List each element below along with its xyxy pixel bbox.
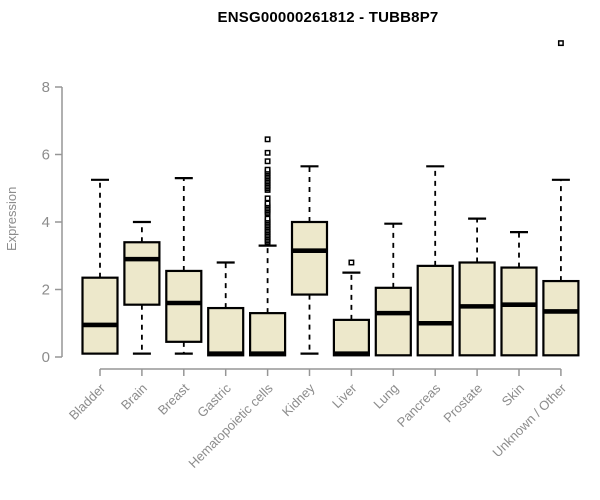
y-tick-label: 0 (42, 349, 50, 366)
x-category-label-lung: Lung (370, 381, 401, 412)
boxplot-liver (332, 259, 370, 357)
box-iqr (374, 286, 412, 357)
box-iqr (416, 264, 454, 357)
boxplot-skin (500, 231, 538, 357)
outlier-point (264, 149, 271, 156)
box-iqr (500, 266, 538, 357)
outlier-point (348, 259, 355, 266)
boxplot-gastric (207, 261, 245, 357)
box-iqr (123, 241, 161, 306)
box-iqr (249, 312, 287, 357)
x-category-label-unknown-other: Unknown / Other (489, 380, 569, 460)
outlier-point (264, 158, 271, 165)
boxplot-lung (374, 222, 412, 357)
x-category-label-liver: Liver (329, 380, 360, 411)
box-iqr (81, 276, 119, 355)
boxplot-kidney (290, 165, 329, 355)
outlier-point (264, 166, 271, 173)
box-iqr (207, 306, 245, 357)
box-iqr (542, 279, 580, 357)
boxplot-hematopoietic-cells (249, 136, 287, 357)
boxplot-breast (165, 177, 203, 355)
y-tick-label: 2 (42, 282, 50, 299)
x-category-label-breast: Breast (155, 380, 192, 417)
x-category-label-bladder: Bladder (66, 380, 109, 423)
x-category-label-pancreas: Pancreas (394, 380, 444, 430)
chart-title: ENSG00000261812 - TUBB8P7 (217, 9, 439, 26)
box-iqr (458, 261, 496, 357)
y-tick-label: 6 (42, 147, 50, 164)
boxplot-unknown-other (542, 40, 580, 357)
x-category-label-brain: Brain (118, 381, 150, 413)
box-iqr (290, 220, 329, 296)
outlier-point (264, 200, 271, 207)
x-category-label-prostate: Prostate (440, 381, 485, 426)
y-tick-label: 4 (42, 214, 50, 231)
x-category-label-kidney: Kidney (279, 380, 318, 419)
outlier-point (264, 195, 271, 202)
boxplot-prostate (458, 217, 496, 357)
boxplot-brain (123, 220, 161, 355)
box-iqr (165, 269, 203, 343)
x-category-label-gastric: Gastric (194, 380, 234, 420)
outlier-point (264, 136, 271, 143)
outlier-point (557, 40, 564, 47)
boxplot-bladder (81, 178, 119, 355)
y-tick-label: 8 (42, 79, 50, 96)
outlier-point (264, 215, 271, 222)
box-iqr (332, 318, 370, 357)
x-category-label-skin: Skin (499, 381, 527, 409)
boxplot-pancreas (416, 165, 454, 357)
